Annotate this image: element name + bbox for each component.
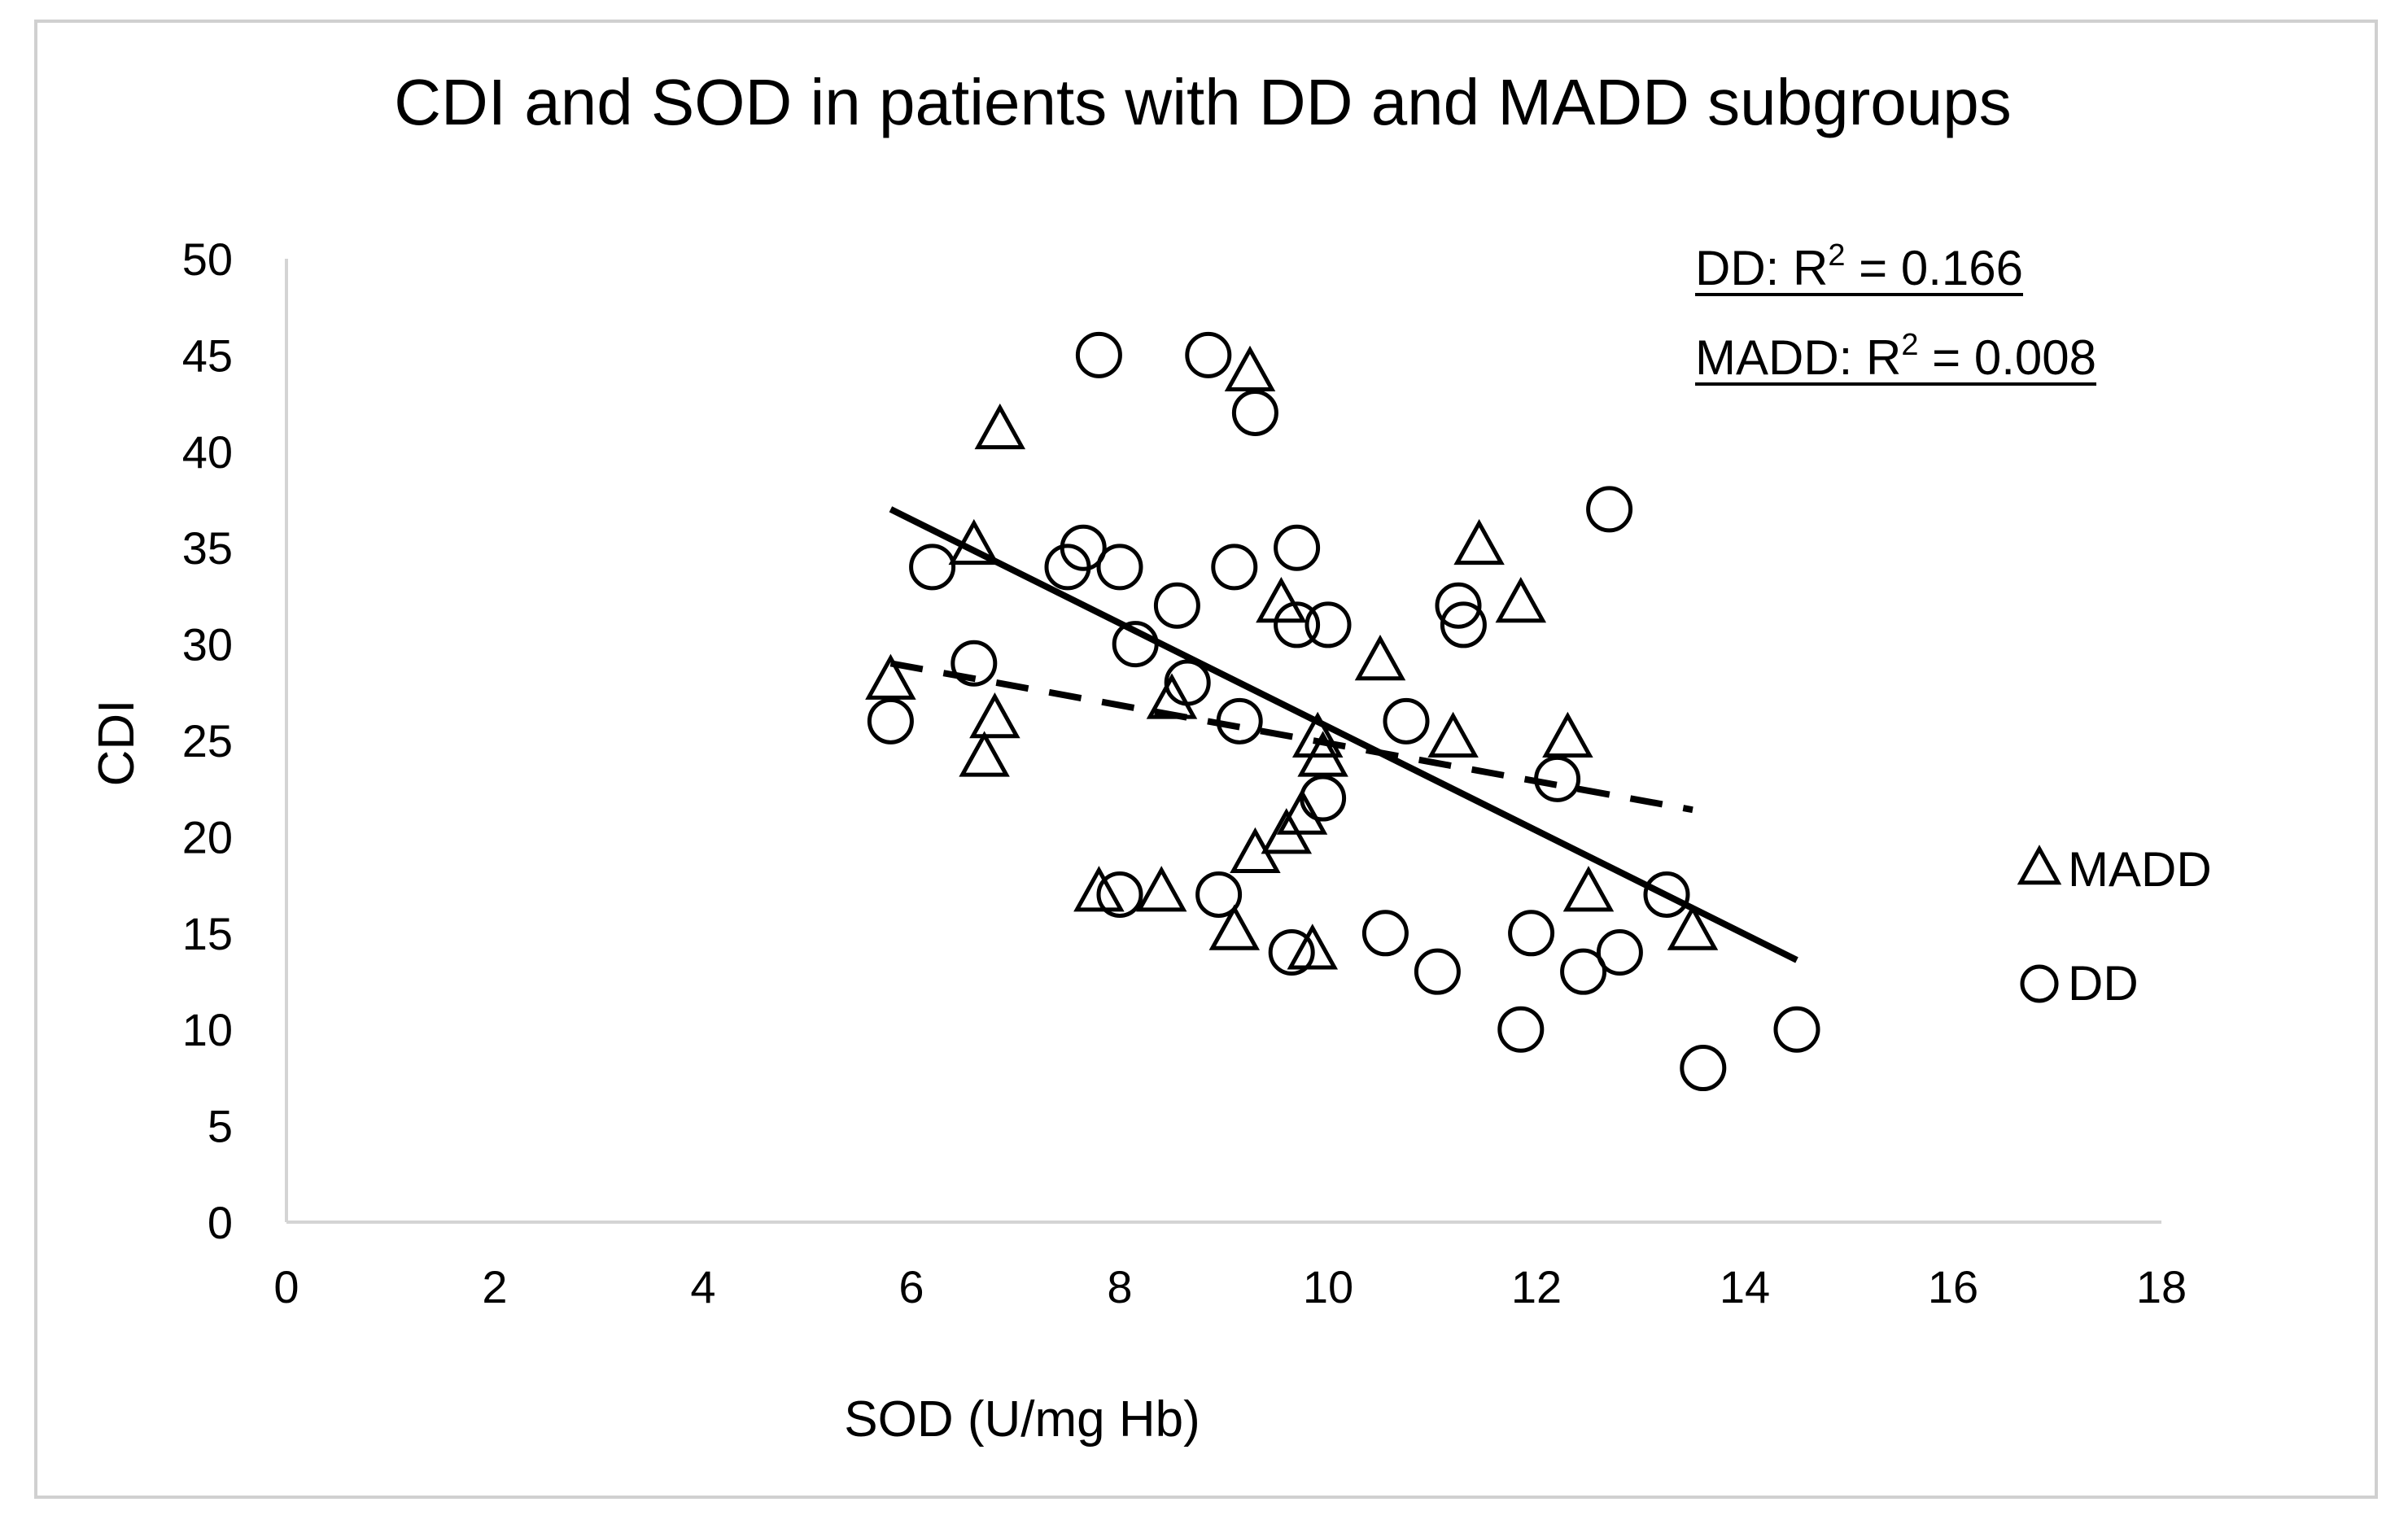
legend-label-dd: DD: [2068, 956, 2139, 1011]
x-tick-label: 10: [1303, 1261, 1353, 1312]
madd-point: [948, 518, 1000, 565]
madd-point: [1453, 518, 1505, 565]
madd-point: [1542, 711, 1593, 758]
dd-point: [951, 640, 998, 687]
x-tick-label: 2: [482, 1261, 507, 1312]
r-squared-annotation: DD: R2 = 0.166: [1695, 238, 2023, 295]
trendline-madd: [889, 660, 1693, 814]
chart-title: CDI and SOD in patients with DD and MADD…: [394, 66, 2012, 138]
dd-point: [1414, 948, 1461, 995]
trendlines: [889, 506, 1798, 963]
dd-point: [1096, 544, 1143, 591]
madd-point: [1256, 576, 1307, 623]
y-tick-label: 40: [182, 426, 233, 478]
y-tick-label: 35: [182, 522, 233, 574]
y-axis-title: CDI: [89, 700, 145, 787]
r-squared-annotation: MADD: R2 = 0.008: [1695, 328, 2096, 385]
dd-point: [1164, 659, 1211, 706]
dd-point: [1440, 601, 1487, 648]
madd-point: [974, 403, 1026, 450]
madd-point: [1287, 924, 1339, 970]
dd-point: [1680, 1045, 1727, 1092]
madd-point: [1208, 904, 1261, 950]
dd-point: [1112, 621, 1159, 668]
x-tick-label: 12: [1511, 1261, 1562, 1312]
dd-point: [1195, 871, 1243, 918]
dd-point: [1383, 697, 1430, 745]
dd-point: [1060, 524, 1107, 571]
dd-point: [909, 544, 956, 591]
x-tick-label: 14: [1720, 1261, 1770, 1312]
madd-point: [1073, 866, 1125, 912]
madd-point: [959, 731, 1010, 777]
x-tick-label: 0: [273, 1261, 299, 1312]
dd-point: [1274, 524, 1321, 571]
chart-frame: CDI and SOD in patients with DD and MADD…: [34, 20, 2378, 1499]
y-tick-label: 30: [182, 619, 233, 670]
dd-point: [1268, 928, 1315, 976]
legend-madd-marker: [2017, 845, 2062, 885]
dd-point: [1643, 871, 1690, 918]
dd-point: [1216, 697, 1263, 745]
scatter-chart: CDI and SOD in patients with DD and MADD…: [89, 66, 2212, 1448]
y-tick-label: 45: [182, 330, 233, 381]
x-tick-label: 18: [2136, 1261, 2187, 1312]
madd-point: [865, 653, 916, 700]
dd-point: [1211, 544, 1258, 591]
dd-point: [1508, 910, 1555, 957]
madd-point: [1291, 711, 1344, 758]
dd-point: [1560, 948, 1607, 995]
dd-point: [1497, 1006, 1545, 1053]
dd-point: [1075, 331, 1122, 378]
legend-dd-marker: [2020, 964, 2059, 1003]
madd-point: [1354, 635, 1406, 681]
trendline-dd: [889, 506, 1798, 963]
dd-point: [1231, 389, 1278, 436]
madd-point: [1667, 904, 1719, 950]
madd-point: [1276, 788, 1328, 835]
madd-point: [1146, 673, 1198, 719]
madd-point: [1562, 866, 1615, 912]
madd-point: [1297, 731, 1348, 777]
x-axis-title: SOD (U/mg Hb): [844, 1391, 1200, 1448]
y-tick-label: 20: [182, 811, 233, 862]
x-tick-label: 8: [1107, 1261, 1132, 1312]
y-axis: 0 5 10 15 20 25 30 35 40 45 50: [182, 234, 288, 1248]
dd-point: [1361, 910, 1409, 957]
dd-point: [1153, 582, 1200, 629]
x-tick-label: 6: [898, 1261, 924, 1312]
x-axis: 0 2 4 6 8 10 12 14 16 18: [273, 1221, 2187, 1312]
dd-point: [1773, 1006, 1820, 1053]
dd-point: [1300, 775, 1347, 822]
r-squared-annotations: DD: R2 = 0.166 MADD: R2 = 0.008: [1695, 238, 2097, 386]
dd-point: [1274, 601, 1321, 648]
dd-point: [1435, 582, 1482, 629]
dd-point: [1534, 755, 1581, 802]
legend-label-madd: MADD: [2068, 842, 2212, 897]
y-tick-label: 5: [208, 1101, 233, 1152]
x-tick-label: 16: [1928, 1261, 1978, 1312]
madd-point: [1427, 711, 1479, 758]
madd-point: [1135, 866, 1187, 912]
x-tick-label: 4: [690, 1261, 715, 1312]
data-points: [865, 331, 1820, 1092]
madd-point: [1224, 345, 1276, 392]
dd-point: [1305, 601, 1352, 648]
dd-point: [1096, 871, 1143, 918]
madd-point: [1495, 576, 1547, 623]
dd-point: [1596, 928, 1643, 976]
dd-point: [1185, 331, 1232, 378]
dd-point: [1586, 486, 1633, 533]
legend: MADD DD: [2017, 842, 2212, 1011]
y-tick-label: 50: [182, 234, 233, 285]
y-tick-label: 10: [182, 1004, 233, 1055]
y-tick-label: 0: [208, 1197, 233, 1248]
dd-point: [867, 697, 914, 745]
y-tick-label: 15: [182, 908, 233, 959]
y-tick-label: 25: [182, 715, 233, 766]
madd-point: [969, 692, 1020, 739]
